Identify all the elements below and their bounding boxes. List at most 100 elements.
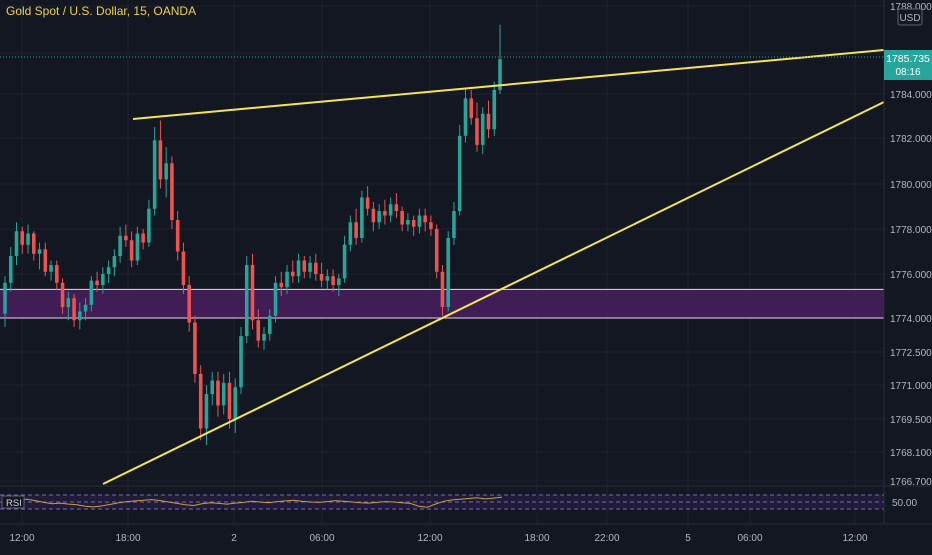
candle <box>480 107 485 155</box>
candle-body <box>331 276 335 285</box>
candle <box>354 208 358 245</box>
candle-body <box>101 274 105 285</box>
candle <box>337 274 341 296</box>
rsi-label-box[interactable] <box>1 495 25 509</box>
price-tick-label: 1782.000 <box>890 134 932 145</box>
candle <box>452 202 456 245</box>
candle <box>72 293 76 328</box>
candle-body <box>20 231 25 245</box>
candle-body <box>342 244 347 279</box>
candle <box>158 120 163 189</box>
candle-body <box>175 220 180 252</box>
candle-body <box>221 382 226 406</box>
candle-body <box>360 197 364 238</box>
candle-body <box>463 98 468 136</box>
candle-body <box>457 135 462 211</box>
candle-body <box>273 282 278 316</box>
candle-body <box>239 336 243 388</box>
candle <box>26 224 30 254</box>
candle-body <box>187 285 191 323</box>
candle-body <box>72 298 76 321</box>
candle-body <box>233 387 238 419</box>
candle-body <box>66 298 71 307</box>
candle-body <box>8 256 13 283</box>
candle-body <box>124 235 128 241</box>
candle-body <box>49 265 53 272</box>
currency-badge[interactable] <box>897 8 923 26</box>
price-tick-label: 1768.100 <box>890 448 932 459</box>
candle-body <box>89 280 94 305</box>
candle-body <box>152 140 157 209</box>
candle-body <box>440 271 445 307</box>
candle-body <box>285 271 289 288</box>
candle <box>49 260 53 281</box>
candle-body <box>244 265 249 337</box>
candle-body <box>267 315 272 334</box>
candle-body <box>3 282 7 314</box>
time-axis-ticks: 12:00 18:00 2 06:00 12:00 18:00 22:00 5 06:00 12:… <box>9 533 867 544</box>
candle-body <box>411 220 416 227</box>
candle <box>498 24 502 94</box>
candle <box>475 102 479 152</box>
candle <box>89 276 94 312</box>
candle-body <box>141 233 145 243</box>
candle <box>193 315 197 383</box>
candle <box>3 276 7 328</box>
candle-body <box>37 249 42 254</box>
candle-body <box>26 233 30 245</box>
candle-body <box>256 320 261 341</box>
candle <box>423 208 427 232</box>
candle <box>83 298 88 321</box>
candle-body <box>314 262 318 274</box>
candle <box>377 204 381 229</box>
candle <box>371 202 376 232</box>
candle <box>244 256 249 343</box>
trendlines[interactable] <box>102 49 885 485</box>
candle-body <box>319 274 324 281</box>
candles <box>3 24 502 445</box>
candle-body <box>469 98 474 119</box>
time-axis[interactable] <box>0 524 932 550</box>
candle <box>141 229 145 250</box>
price-tick-label: 1788.000 <box>890 2 932 13</box>
candle <box>446 231 450 312</box>
candle <box>411 215 416 236</box>
candle-body <box>486 113 491 130</box>
candle-body <box>181 251 186 285</box>
candle-body <box>210 380 214 395</box>
candle-body <box>302 260 307 272</box>
candle <box>342 235 347 283</box>
price-tick-label: 1774.000 <box>890 314 932 325</box>
candle <box>400 206 404 232</box>
time-tick-label: 06:00 <box>737 533 762 544</box>
candle-body <box>475 118 479 145</box>
candle-body <box>429 222 433 229</box>
candle <box>492 81 497 136</box>
candle <box>66 291 71 321</box>
time-tick-label: 22:00 <box>594 533 619 544</box>
candle-body <box>337 278 341 285</box>
price-tick-label: 1771.000 <box>890 381 932 392</box>
trendline-upper[interactable] <box>132 49 885 120</box>
candle <box>486 100 491 138</box>
candle <box>279 271 284 296</box>
trendline-lower[interactable] <box>102 101 885 485</box>
candle-body <box>170 163 174 220</box>
candle-body <box>60 282 65 307</box>
price-tick-label: 1772.500 <box>890 348 932 359</box>
candle <box>457 124 462 216</box>
price-axis[interactable] <box>884 0 932 524</box>
candle-body <box>492 89 497 130</box>
candle <box>285 265 289 294</box>
candle <box>440 265 445 316</box>
candle <box>124 224 128 247</box>
candle <box>331 269 335 292</box>
candle <box>204 385 209 445</box>
time-tick-label: 12:00 <box>417 533 442 544</box>
candle-body <box>446 238 450 307</box>
candle <box>181 242 186 294</box>
candle-body <box>417 215 422 227</box>
